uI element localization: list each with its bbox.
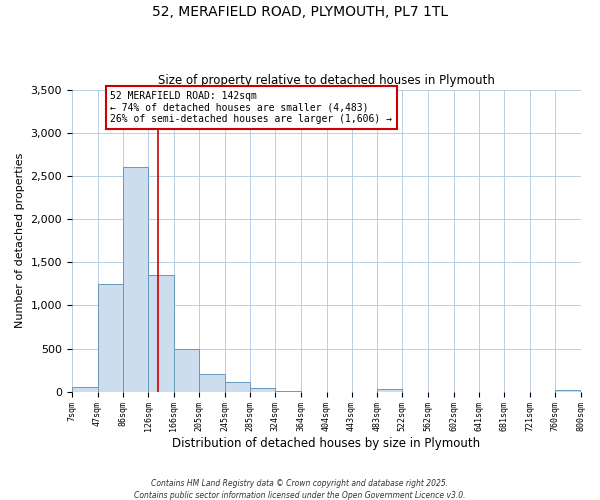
- Title: Size of property relative to detached houses in Plymouth: Size of property relative to detached ho…: [158, 74, 494, 87]
- Bar: [148, 275, 174, 392]
- Bar: [199, 374, 224, 392]
- Bar: [224, 382, 250, 392]
- Bar: [555, 390, 580, 392]
- Bar: [122, 168, 148, 392]
- Y-axis label: Number of detached properties: Number of detached properties: [15, 153, 25, 328]
- Bar: [377, 389, 402, 392]
- X-axis label: Distribution of detached houses by size in Plymouth: Distribution of detached houses by size …: [172, 437, 480, 450]
- Bar: [72, 388, 98, 392]
- Text: Contains HM Land Registry data © Crown copyright and database right 2025.
Contai: Contains HM Land Registry data © Crown c…: [134, 478, 466, 500]
- Bar: [174, 348, 199, 392]
- Bar: [98, 284, 122, 392]
- Bar: [250, 388, 275, 392]
- Text: 52 MERAFIELD ROAD: 142sqm
← 74% of detached houses are smaller (4,483)
26% of se: 52 MERAFIELD ROAD: 142sqm ← 74% of detac…: [110, 92, 392, 124]
- Text: 52, MERAFIELD ROAD, PLYMOUTH, PL7 1TL: 52, MERAFIELD ROAD, PLYMOUTH, PL7 1TL: [152, 5, 448, 19]
